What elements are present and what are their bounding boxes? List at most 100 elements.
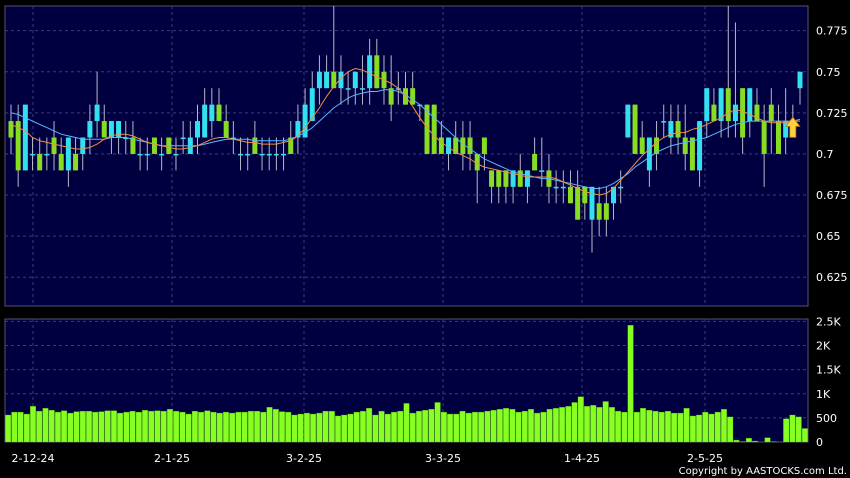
volume-bar [297, 413, 304, 443]
volume-bar [702, 411, 709, 443]
candle-up [266, 153, 272, 156]
candle-down [496, 170, 502, 187]
price-tick-label: 0.65 [816, 230, 841, 243]
volume-bar [54, 411, 61, 443]
candle-down [410, 88, 416, 105]
candle-down [37, 153, 43, 171]
candle-down [151, 137, 157, 154]
candle-up [338, 71, 344, 89]
volume-bar [166, 409, 173, 443]
volume-bar [689, 415, 696, 443]
candle-up [309, 88, 315, 122]
volume-bar [577, 396, 584, 443]
candle-down [58, 153, 64, 171]
candle-up [367, 55, 373, 89]
volume-bar [708, 413, 715, 443]
candle-up [44, 153, 50, 156]
volume-bar [135, 411, 142, 443]
volume-bar [584, 406, 590, 443]
candle-up [295, 121, 301, 138]
candle-down [73, 153, 79, 171]
candle-down [424, 104, 430, 154]
candle-up [30, 153, 36, 156]
volume-bar [173, 410, 180, 443]
candle-up [704, 88, 710, 122]
volume-bar [714, 411, 721, 443]
candle-up [718, 88, 724, 122]
volume-bar [291, 414, 298, 443]
volume-bar [104, 410, 111, 443]
volume-bar [465, 412, 472, 443]
candle-up [611, 186, 617, 204]
candle-down [711, 104, 717, 122]
volume-bar [303, 412, 310, 443]
candle-down [639, 137, 645, 154]
candle-down [130, 137, 136, 154]
volume-bar [496, 409, 503, 443]
candle-down [288, 137, 294, 154]
volume-bar [571, 402, 578, 443]
candle-up [324, 71, 330, 89]
volume-bar [48, 410, 55, 443]
volume-bar [285, 411, 292, 443]
volume-bar [359, 410, 366, 443]
candle-down [725, 88, 731, 122]
volume-bar [353, 411, 360, 443]
volume-bar [191, 410, 198, 443]
candle-up [783, 121, 789, 138]
volume-bar [73, 411, 80, 443]
volume-bar [608, 407, 615, 443]
candle-down [532, 153, 538, 171]
candle-up [446, 137, 452, 154]
candle-up [510, 170, 516, 187]
moving-average-slow-line [10, 89, 800, 189]
volume-bar [335, 415, 341, 443]
candle-up [238, 153, 244, 156]
volume-bar [279, 411, 285, 443]
volume-bar [590, 405, 597, 443]
volume-bar [310, 413, 317, 443]
volume-bar [61, 410, 68, 443]
candle-down [740, 88, 746, 138]
price-tick-label: 0.675 [816, 189, 848, 202]
volume-bar [478, 411, 485, 443]
volume-bar [397, 410, 404, 443]
volume-bar [86, 410, 92, 443]
volume-bar [247, 410, 254, 443]
candle-up [618, 186, 624, 189]
candle-down [331, 71, 337, 89]
candle-up [80, 137, 86, 154]
volume-bar [528, 409, 534, 443]
candle-down [431, 104, 437, 154]
volume-tick-label: 2.5K [816, 315, 841, 328]
volume-bar [372, 414, 379, 443]
volume-bar [658, 411, 665, 443]
volume-bar [652, 410, 659, 443]
candle-up [273, 153, 279, 156]
candle-up [560, 186, 566, 189]
candle-down [567, 186, 573, 204]
candle-down [460, 137, 466, 154]
volume-bar [229, 412, 236, 443]
volume-bar [98, 411, 105, 443]
candle-up [417, 104, 423, 107]
candlestick-series [8, 6, 803, 253]
candle-up [589, 186, 595, 220]
volume-bar [415, 410, 422, 443]
volume-bar [160, 410, 167, 443]
candle-down [223, 121, 229, 138]
volume-bar [142, 410, 149, 443]
volume-bar [322, 410, 329, 443]
candle-up [202, 104, 208, 138]
candle-down [775, 121, 781, 154]
volume-bar [235, 411, 242, 443]
candle-down [474, 153, 480, 171]
candle-down [632, 104, 638, 154]
volume-bar [683, 408, 690, 443]
volume-bar [515, 411, 522, 443]
candle-up [137, 153, 143, 156]
candle-down [216, 104, 222, 122]
candle-up [180, 137, 186, 140]
candle-up [123, 137, 129, 140]
volume-bar [752, 440, 759, 443]
